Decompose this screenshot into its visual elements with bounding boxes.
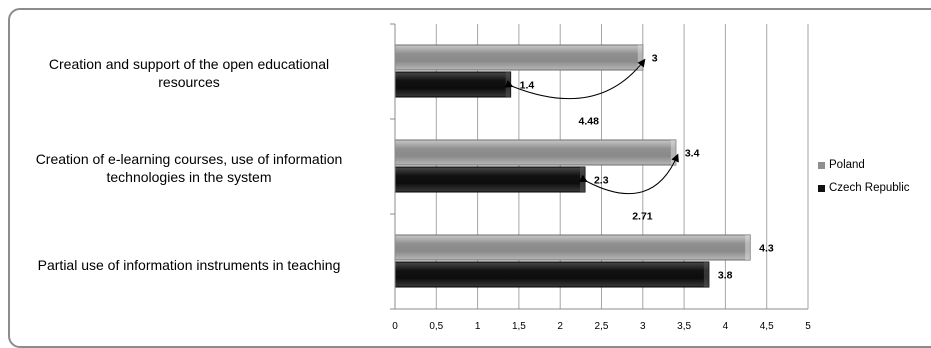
annotations: 4.48 2.71 — [504, 58, 679, 223]
data-label-0-0: 3 — [652, 53, 658, 65]
annotation-arrow-1 — [578, 153, 679, 195]
legend-swatch-poland — [818, 161, 825, 169]
annotation-arrow-0 — [504, 58, 646, 100]
chart-canvas: 33.44.31.42.33.8 4.482.71 0 0,5 1 1,5 2 2,5 3 3… — [390, 23, 811, 332]
bar-czech-republic-1 — [394, 166, 586, 193]
x-tick-label-1: 0,5 — [429, 321, 443, 332]
bar-czech-republic-0 — [394, 71, 512, 98]
x-tick-label-4: 2 — [557, 321, 563, 332]
axes: 0 0,5 1 1,5 2 2,5 3 3,5 4 4,5 5 — [390, 23, 811, 332]
bar-czech-republic-2 — [394, 261, 710, 288]
x-tick-label-5: 2,5 — [595, 321, 609, 332]
bar-poland-2 — [394, 234, 751, 261]
bar-cap-0-2 — [745, 235, 751, 260]
legend-label-poland: Poland — [829, 159, 865, 171]
data-label-0-1: 3.4 — [685, 148, 700, 160]
data-label-1-2: 3.8 — [718, 270, 733, 282]
data-label-0-2: 4.3 — [759, 243, 774, 255]
bar-poland-0 — [394, 44, 644, 71]
data-label-1-1: 2.3 — [594, 175, 609, 187]
annotation-label-0: 4.48 — [579, 116, 600, 128]
x-tick-label-3: 1,5 — [512, 321, 526, 332]
category-label-2: Partial use of information instruments i… — [37, 257, 341, 273]
legend-label-czech: Czech Republic — [829, 182, 910, 194]
bar-cap-1-2 — [703, 262, 709, 287]
x-tick-label-7: 3,5 — [677, 321, 691, 332]
bar-cap-0-0 — [637, 45, 643, 70]
bar-cap-1-0 — [505, 72, 511, 97]
x-tick-label-10: 5 — [805, 321, 811, 332]
bar-cap-1-1 — [579, 167, 585, 192]
category-label-1: Creation of e-learning courses, use of i… — [35, 151, 343, 185]
bar-cap-0-1 — [670, 140, 676, 165]
bar-poland-1 — [394, 139, 677, 166]
x-tick-label-9: 4,5 — [760, 321, 774, 332]
legend-item-czech: Czech Republic — [818, 182, 910, 194]
x-tick-label-8: 4 — [723, 321, 729, 332]
category-label-0: Creation and support of the open educati… — [48, 56, 330, 90]
x-tick-label-2: 1 — [475, 321, 481, 332]
legend-swatch-czech — [818, 184, 825, 192]
bars: 33.44.31.42.33.8 — [394, 44, 774, 288]
x-tick-label-6: 3 — [640, 321, 646, 332]
legend-item-poland: Poland — [818, 159, 865, 171]
x-tick-label-0: 0 — [392, 321, 398, 332]
annotation-label-1: 2.71 — [632, 211, 653, 223]
